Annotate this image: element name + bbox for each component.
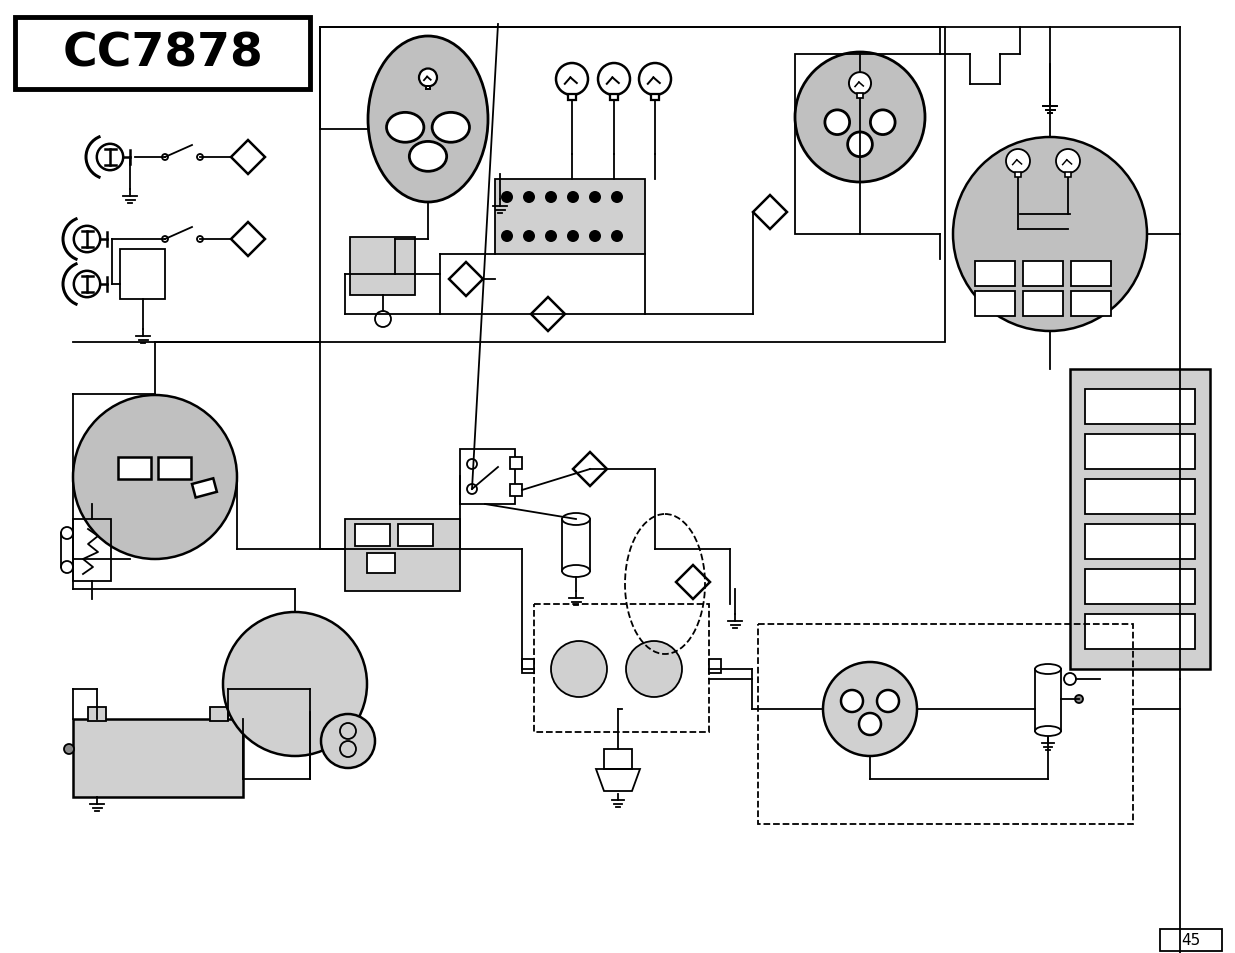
Circle shape [825,111,850,135]
Bar [73,720,243,797]
Bar [88,707,106,721]
Ellipse shape [432,113,469,143]
Bar [1023,262,1063,287]
Circle shape [522,231,535,243]
Circle shape [224,613,367,757]
Bar [210,707,228,721]
Bar [345,519,459,592]
Ellipse shape [368,37,488,203]
Circle shape [567,192,579,204]
Circle shape [589,231,601,243]
Bar [1086,524,1195,559]
Circle shape [638,64,671,96]
Circle shape [501,231,513,243]
Bar [350,237,415,295]
Bar [1160,929,1221,951]
Circle shape [545,231,557,243]
Bar [1071,292,1112,316]
Circle shape [795,53,925,183]
Circle shape [589,192,601,204]
Bar [1086,479,1195,515]
Bar [73,519,111,581]
Circle shape [598,64,630,96]
Circle shape [1056,150,1079,173]
Bar [459,450,515,504]
Bar [510,457,522,470]
Circle shape [198,154,203,161]
Bar [857,94,863,98]
Bar [1035,669,1061,731]
Circle shape [551,641,606,698]
Circle shape [841,690,863,712]
Bar [120,250,165,299]
Ellipse shape [562,514,590,525]
Circle shape [522,192,535,204]
Bar [1065,172,1071,177]
Circle shape [611,192,622,204]
Circle shape [823,662,918,757]
Bar [119,457,151,479]
Bar [320,28,945,343]
Bar [974,292,1015,316]
Circle shape [847,132,872,157]
Text: CC7878: CC7878 [63,31,263,76]
Bar [510,484,522,497]
Bar [15,18,310,90]
Text: 45: 45 [1182,933,1200,947]
Circle shape [556,64,588,96]
Circle shape [162,154,168,161]
Bar [354,524,390,546]
Bar [1071,262,1112,287]
Circle shape [1074,696,1083,703]
Bar [1015,172,1021,177]
Bar [398,524,433,546]
Circle shape [877,690,899,712]
Bar [604,749,632,769]
Circle shape [1007,150,1030,173]
Circle shape [419,70,437,88]
Bar [1086,390,1195,424]
Circle shape [953,138,1147,332]
Circle shape [567,231,579,243]
Circle shape [626,641,682,698]
Bar [758,624,1132,824]
Bar [495,180,645,254]
Circle shape [611,231,622,243]
Bar [795,55,860,234]
Circle shape [198,236,203,243]
Bar [426,87,430,90]
Circle shape [545,192,557,204]
Circle shape [848,73,871,95]
Circle shape [64,744,74,754]
Bar [1086,615,1195,649]
Bar [651,95,659,101]
Bar [709,659,721,673]
Ellipse shape [1035,726,1061,737]
Circle shape [860,713,881,735]
Ellipse shape [409,142,447,172]
Circle shape [73,395,237,559]
Bar [534,604,709,732]
Ellipse shape [562,565,590,578]
Bar [610,95,618,101]
Ellipse shape [387,113,424,143]
Circle shape [321,714,375,768]
Bar [1023,292,1063,316]
Bar [1086,569,1195,604]
Ellipse shape [1035,664,1061,675]
Bar [522,659,534,673]
Circle shape [501,192,513,204]
Bar [158,457,191,479]
Bar [367,554,395,574]
Bar [1070,370,1210,669]
Bar [1086,435,1195,470]
Bar [562,519,590,572]
Circle shape [871,111,895,135]
Circle shape [162,236,168,243]
Bar [191,478,217,498]
Bar [974,262,1015,287]
Bar [568,95,576,101]
